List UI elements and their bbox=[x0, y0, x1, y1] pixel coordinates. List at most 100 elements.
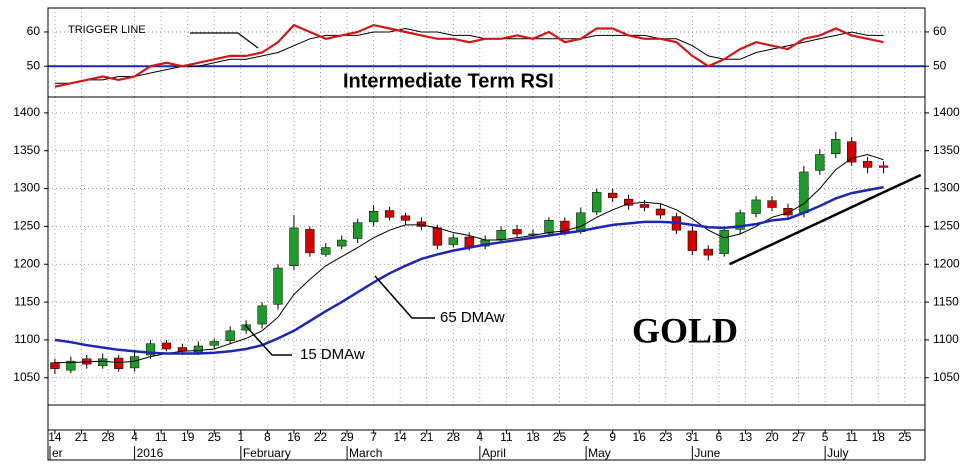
candle-body bbox=[847, 141, 857, 163]
candle-body bbox=[448, 237, 458, 245]
candle-body bbox=[289, 227, 299, 267]
y-tick-label: 60 bbox=[933, 24, 947, 38]
chart-title: GOLD bbox=[632, 310, 738, 350]
y-tick-label: 1350 bbox=[13, 143, 40, 157]
month-label: July bbox=[827, 446, 848, 460]
x-tick-label: 4 bbox=[131, 430, 138, 444]
ma15-label: 15 DMAw bbox=[300, 346, 365, 363]
x-tick-label: 27 bbox=[792, 430, 806, 444]
rsi-title: Intermediate Term RSI bbox=[343, 70, 554, 92]
x-tick-label: 11 bbox=[845, 430, 858, 444]
candle-body bbox=[66, 360, 76, 371]
y-tick-label: 60 bbox=[27, 24, 41, 38]
x-tick-label: 25 bbox=[208, 430, 222, 444]
candle-body bbox=[878, 165, 889, 168]
candle-body bbox=[98, 358, 108, 366]
candle-body bbox=[432, 227, 442, 246]
plot-layers: 14 21 28 4 11 19 25 1 8 16 22 29 7 14 21 28 4 11 18 25 2 9 16 2… bbox=[13, 8, 960, 460]
candle-body bbox=[592, 192, 602, 213]
trigger-pointer bbox=[190, 32, 259, 49]
candle-body bbox=[145, 343, 156, 356]
x-tick-label: 1 bbox=[237, 430, 244, 444]
y-tick-label: 1050 bbox=[13, 370, 40, 384]
candle-body bbox=[815, 154, 825, 171]
y-tick-label: 1250 bbox=[933, 219, 960, 233]
candle-body bbox=[273, 267, 283, 305]
x-tick-label: 11 bbox=[155, 430, 168, 444]
candle-body bbox=[496, 229, 506, 240]
candle-body bbox=[703, 248, 713, 256]
candle-body bbox=[735, 212, 745, 230]
candle-body bbox=[241, 324, 251, 331]
candle-body bbox=[337, 239, 347, 247]
ma15-pointer bbox=[244, 324, 292, 356]
candle-body bbox=[751, 199, 761, 214]
x-tick-label: 28 bbox=[447, 430, 461, 444]
y-tick-label: 1100 bbox=[933, 332, 959, 346]
candle-body bbox=[400, 215, 411, 221]
candle-body bbox=[831, 139, 841, 155]
candle-body bbox=[544, 220, 554, 234]
candle-body bbox=[384, 210, 395, 218]
x-tick-label: 13 bbox=[739, 430, 753, 444]
candle-body bbox=[161, 342, 172, 350]
x-tick-label: 16 bbox=[633, 430, 647, 444]
candle-body bbox=[639, 204, 650, 208]
candle-body bbox=[257, 305, 267, 325]
y-tick-label: 1050 bbox=[933, 370, 960, 384]
candle-body bbox=[305, 229, 315, 254]
candle-body bbox=[767, 200, 777, 208]
candle-body bbox=[129, 356, 140, 369]
x-tick-label: 14 bbox=[48, 430, 62, 444]
y-tick-label: 1250 bbox=[13, 219, 40, 233]
candle-body bbox=[687, 230, 697, 251]
x-tick-label: 4 bbox=[477, 430, 484, 444]
rsi-line bbox=[54, 23, 884, 88]
ma65-label: 65 DMAw bbox=[440, 309, 505, 326]
month-label: 2016 bbox=[137, 446, 164, 460]
candle-body bbox=[783, 207, 793, 216]
x-tick-label: 29 bbox=[340, 430, 354, 444]
y-tick-label: 1150 bbox=[933, 294, 959, 308]
y-tick-label: 1100 bbox=[14, 332, 40, 346]
candle-body bbox=[225, 330, 235, 341]
candle-body bbox=[368, 211, 379, 223]
x-tick-label: 18 bbox=[526, 430, 540, 444]
month-label: March bbox=[349, 446, 382, 460]
x-tick-label: 23 bbox=[659, 430, 673, 444]
x-tick-label: 18 bbox=[872, 430, 886, 444]
candle-body bbox=[608, 192, 618, 198]
x-tick-label: 2 bbox=[583, 430, 590, 444]
month-label: er bbox=[52, 446, 63, 460]
trendline bbox=[728, 173, 922, 266]
x-tick-label: 22 bbox=[314, 430, 328, 444]
candle-body bbox=[353, 222, 363, 239]
x-tick-label: 9 bbox=[609, 430, 616, 444]
candle-body bbox=[114, 357, 124, 369]
x-tick-label: 6 bbox=[716, 430, 723, 444]
y-tick-label: 1400 bbox=[13, 105, 40, 119]
candle-body bbox=[321, 247, 331, 255]
y-tick-label: 50 bbox=[27, 58, 41, 72]
candle-body bbox=[512, 229, 522, 235]
x-tick-label: 25 bbox=[898, 430, 912, 444]
month-label: June bbox=[694, 446, 720, 460]
trigger-line bbox=[54, 27, 884, 84]
candle-body bbox=[209, 341, 219, 346]
y-tick-label: 1150 bbox=[14, 294, 40, 308]
x-tick-label: 31 bbox=[686, 430, 700, 444]
candle-body bbox=[576, 212, 586, 232]
x-tick-label: 8 bbox=[264, 430, 271, 444]
month-label: May bbox=[588, 446, 611, 460]
y-tick-label: 1350 bbox=[933, 143, 960, 157]
ma65-pointer bbox=[374, 275, 435, 319]
candle-body bbox=[416, 221, 427, 227]
candle-body bbox=[655, 208, 666, 216]
candle-body bbox=[799, 171, 809, 214]
x-tick-label: 28 bbox=[101, 430, 115, 444]
candle-body bbox=[862, 161, 873, 168]
y-tick-label: 50 bbox=[933, 58, 947, 72]
x-tick-label: 25 bbox=[553, 430, 567, 444]
